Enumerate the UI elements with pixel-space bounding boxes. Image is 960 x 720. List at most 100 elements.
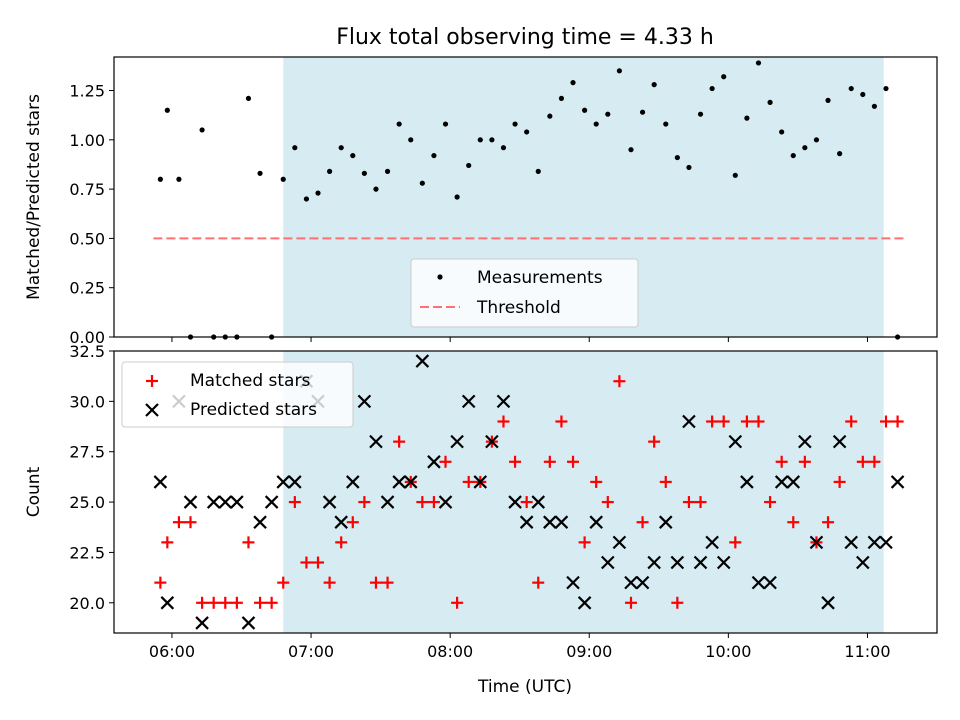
- legend-measurements-marker: [437, 274, 443, 280]
- y-tick-label: 0.75: [69, 180, 105, 199]
- predicted-stars-point: [357, 394, 372, 409]
- count-points: [153, 354, 905, 630]
- predicted-stars-point: [554, 515, 569, 529]
- predicted-stars-point: [218, 495, 233, 509]
- matched-stars-point: [184, 516, 197, 529]
- matched-stars-point: [242, 536, 255, 549]
- predicted-stars-point: [624, 575, 638, 590]
- measurement-point: [524, 129, 530, 135]
- predicted-stars-point: [844, 535, 859, 550]
- measurement-point: [408, 137, 414, 143]
- predicted-stars-point: [716, 555, 731, 570]
- y-tick-label: 0.00: [69, 328, 105, 347]
- predicted-stars-point: [276, 475, 291, 489]
- y-tick-label: 32.5: [69, 342, 105, 361]
- matched-stars-point: [879, 415, 892, 428]
- matched-stars-point: [648, 435, 661, 448]
- measurement-point: [199, 127, 205, 133]
- legend-measurements-label: Measurements: [477, 268, 603, 288]
- predicted-stars-point: [241, 616, 256, 630]
- predicted-stars-point: [763, 575, 777, 590]
- measurement-point: [593, 121, 599, 127]
- predicted-stars-point: [485, 434, 499, 449]
- predicted-stars-point: [647, 555, 661, 570]
- predicted-stars-point: [601, 555, 615, 570]
- predicted-stars-point: [589, 515, 603, 529]
- x-axis-label: Time (UTC): [477, 677, 572, 697]
- matched-stars-point: [288, 496, 301, 509]
- measurement-point: [639, 109, 646, 115]
- measurement-point: [431, 152, 437, 159]
- matched-stars-point: [891, 415, 904, 428]
- matched-stars-point: [161, 536, 174, 549]
- predicted-stars-point: [438, 495, 453, 509]
- measurement-point: [709, 85, 715, 92]
- measurement-point: [292, 145, 298, 151]
- measurement-point: [547, 113, 553, 119]
- matched-stars-point: [451, 596, 464, 609]
- predicted-stars-point: [867, 535, 882, 550]
- measurement-point: [384, 168, 391, 174]
- matched-stars-point: [219, 596, 232, 609]
- measurement-point: [176, 176, 182, 182]
- matched-stars-point: [277, 576, 290, 589]
- y-tick-label: 1.00: [69, 131, 105, 150]
- measurement-point: [674, 154, 680, 161]
- measurement-point: [558, 95, 565, 102]
- matched-stars-point: [543, 455, 556, 468]
- matched-stars-point: [154, 576, 167, 589]
- measurement-point: [582, 107, 588, 113]
- predicted-stars-point: [450, 434, 464, 449]
- measurement-point: [500, 145, 507, 151]
- measurement-point: [697, 111, 704, 117]
- measurement-point: [419, 180, 425, 186]
- predicted-stars-point: [751, 575, 766, 590]
- matched-stars-point: [601, 496, 614, 509]
- measurement-point: [755, 60, 762, 66]
- predicted-stars-point: [798, 434, 812, 449]
- predicted-stars-point: [890, 475, 905, 489]
- measurement-point: [489, 137, 495, 143]
- measurement-point: [257, 170, 263, 176]
- predicted-stars-point: [508, 495, 522, 509]
- predicted-stars-point: [334, 515, 348, 529]
- measurement-point: [361, 170, 367, 176]
- x-tick-label: 09:00: [566, 642, 612, 661]
- legend-matched-label: Matched stars: [190, 371, 310, 391]
- measurement-point: [744, 115, 750, 121]
- bottom-y-axis-label: Count: [24, 466, 44, 517]
- measurement-point: [802, 145, 808, 151]
- measurement-point: [790, 152, 796, 159]
- matched-stars-point: [346, 516, 359, 529]
- matched-stars-point: [706, 415, 719, 428]
- matched-stars-point: [439, 455, 452, 468]
- measurement-point: [651, 82, 657, 88]
- measurement-point: [686, 164, 692, 171]
- predicted-stars-point: [577, 596, 592, 610]
- matched-stars-point: [335, 536, 348, 549]
- top-y-axis-label: Matched/Predicted stars: [24, 94, 44, 300]
- legend-predicted-marker: [145, 403, 159, 417]
- matched-stars-point: [775, 455, 788, 468]
- matched-stars-point: [764, 496, 777, 509]
- matched-stars-point: [671, 596, 684, 609]
- predicted-stars-point: [415, 354, 430, 368]
- matched-stars-point: [427, 496, 440, 509]
- predicted-stars-point: [809, 535, 824, 550]
- top-panel: 0.00 0.25 0.50 0.75 1.00 1.25 Matched/Predict…: [24, 56, 938, 347]
- measurement-point: [164, 107, 170, 113]
- matched-stars-point: [323, 576, 336, 589]
- matched-stars-point: [613, 375, 626, 388]
- legend-matched-marker: [146, 375, 158, 387]
- matched-stars-point: [694, 496, 707, 509]
- predicted-stars-point: [461, 394, 476, 409]
- measurement-point: [767, 99, 773, 105]
- measurement-point: [837, 151, 843, 157]
- matched-stars-point: [520, 496, 533, 509]
- matched-stars-point: [300, 556, 313, 569]
- x-tick-label: 06:00: [149, 642, 195, 661]
- y-tick-label: 0.25: [69, 279, 105, 298]
- matched-stars-point: [358, 496, 371, 509]
- measurement-point: [454, 194, 460, 200]
- predicted-stars-point: [531, 495, 546, 509]
